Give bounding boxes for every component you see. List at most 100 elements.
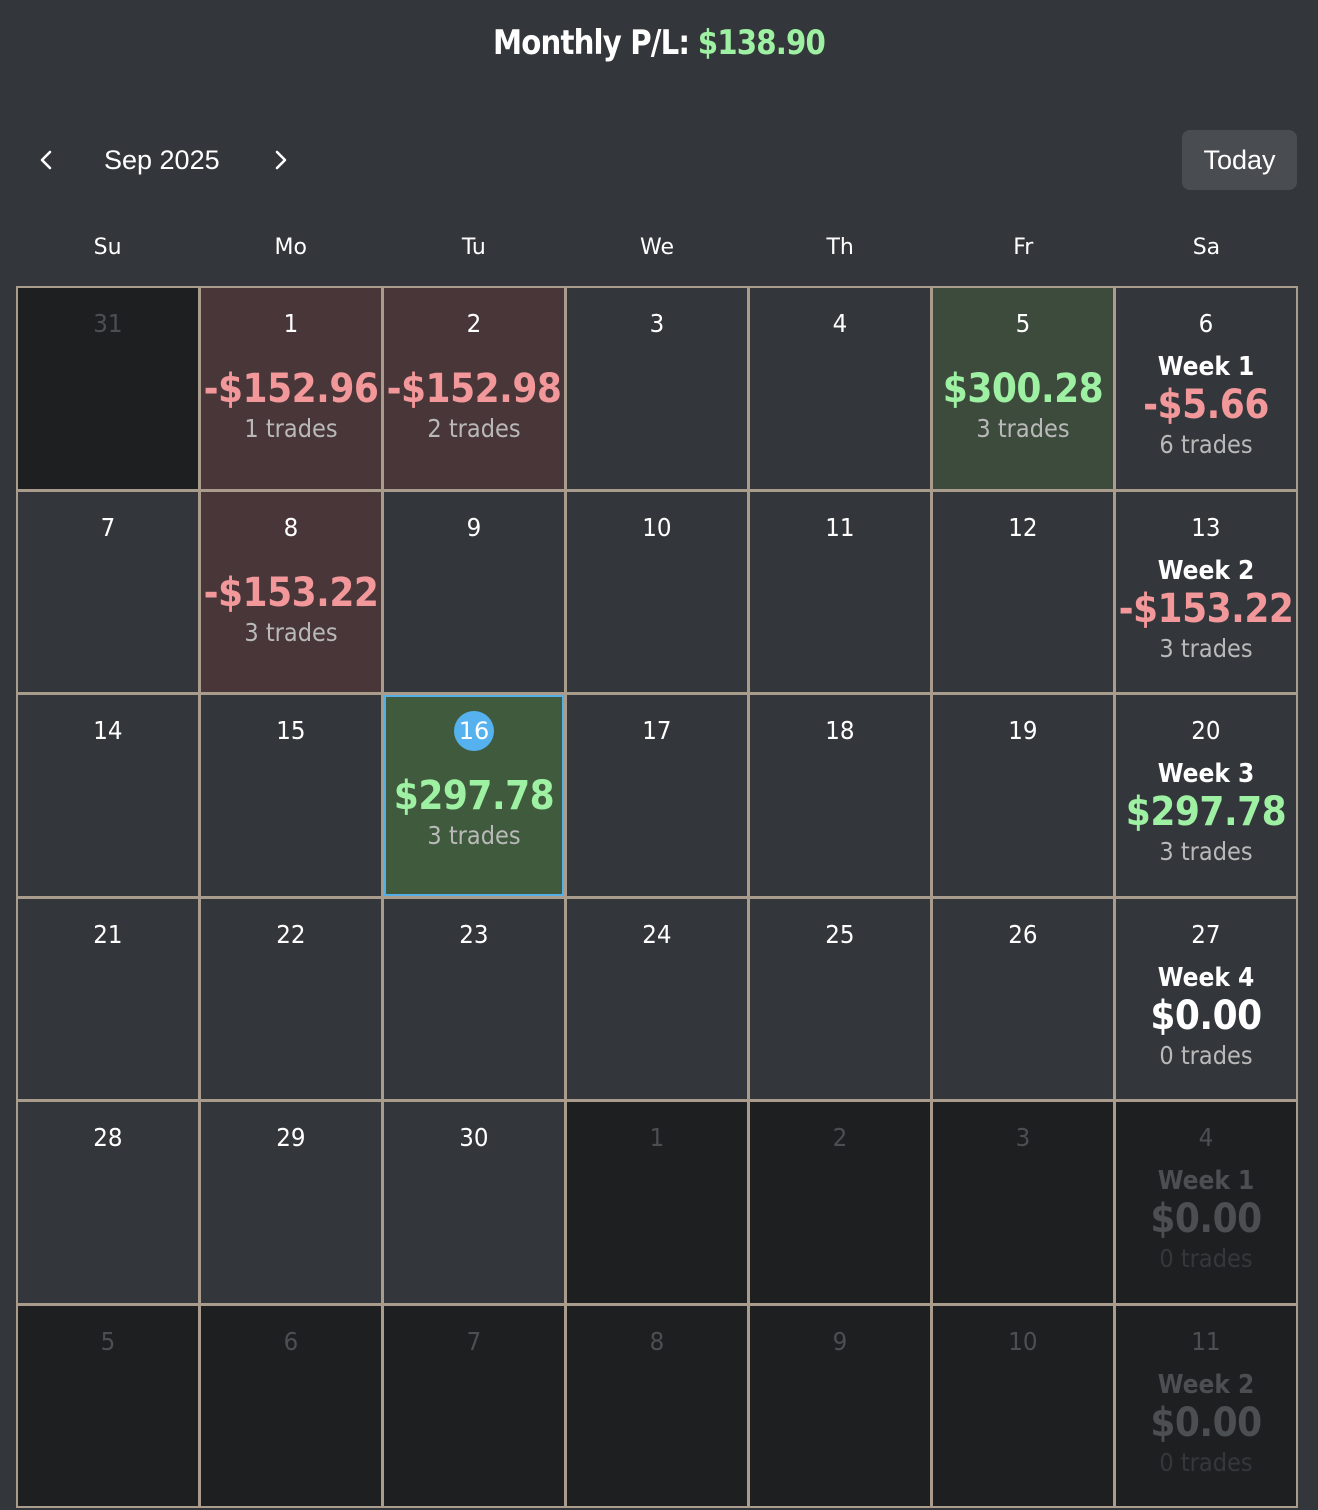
- day-pnl-value: $300.28: [942, 366, 1104, 412]
- calendar-day-cell[interactable]: 10: [933, 1305, 1113, 1506]
- day-number: 6: [1198, 309, 1214, 338]
- today-day-number-badge: 16: [454, 711, 494, 751]
- previous-month-button[interactable]: [16, 128, 76, 192]
- calendar-day-cell[interactable]: 1: [567, 1102, 747, 1303]
- calendar-day-cell[interactable]: 9: [750, 1305, 930, 1506]
- week-pnl-value: $0.00: [1150, 992, 1262, 1039]
- day-trade-count: 3 trades: [427, 821, 521, 850]
- week-trade-count: 0 trades: [1159, 1040, 1253, 1070]
- day-number: 6: [283, 1326, 299, 1356]
- day-number: 21: [93, 919, 123, 949]
- calendar-day-cell[interactable]: 11: [750, 491, 930, 692]
- day-number: 10: [1008, 1326, 1038, 1356]
- calendar-day-cell[interactable]: 2 -$152.98 2 trades: [384, 288, 564, 489]
- day-number: 9: [466, 512, 482, 542]
- calendar-day-cell[interactable]: 8: [567, 1305, 747, 1506]
- calendar-day-cell[interactable]: 14: [18, 695, 198, 896]
- calendar-day-cell[interactable]: 30: [384, 1102, 564, 1303]
- day-number: 5: [1015, 309, 1031, 338]
- calendar-day-cell[interactable]: 25: [750, 898, 930, 1099]
- week-trade-count: 3 trades: [1159, 633, 1253, 663]
- calendar-day-cell[interactable]: 8 -$153.22 3 trades: [201, 491, 381, 692]
- calendar-day-cell[interactable]: 17: [567, 695, 747, 896]
- day-pnl-value: $297.78: [393, 773, 555, 819]
- weekday-monday: Mo: [274, 235, 307, 260]
- day-number: 19: [1008, 716, 1038, 745]
- week-pnl-value: -$153.22: [1118, 585, 1294, 632]
- day-number: 23: [459, 919, 489, 949]
- monthly-pl-label: Monthly P/L:: [493, 23, 690, 63]
- weekday-thursday: Th: [826, 235, 854, 260]
- calendar-day-cell[interactable]: 22: [201, 898, 381, 1099]
- day-pnl-value: -$153.22: [203, 569, 379, 616]
- day-number: 26: [1008, 919, 1038, 949]
- calendar-week-summary-cell[interactable]: 4 Week 1 $0.00 0 trades: [1116, 1102, 1296, 1303]
- today-button[interactable]: Today: [1182, 130, 1297, 190]
- calendar-week-summary-cell[interactable]: 6 Week 1 -$5.66 6 trades: [1116, 288, 1296, 489]
- day-number: 2: [466, 309, 482, 338]
- calendar-day-cell[interactable]: 9: [384, 491, 564, 692]
- calendar-day-cell[interactable]: 18: [750, 695, 930, 896]
- day-number: 8: [649, 1326, 665, 1356]
- calendar-day-cell[interactable]: 12: [933, 491, 1113, 692]
- calendar-week-summary-cell[interactable]: 27 Week 4 $0.00 0 trades: [1116, 898, 1296, 1099]
- day-number: 30: [459, 1123, 489, 1152]
- weekday-friday: Fr: [1013, 235, 1034, 260]
- week-label: Week 3: [1157, 759, 1255, 789]
- calendar-day-cell[interactable]: 26: [933, 898, 1113, 1099]
- calendar-day-cell[interactable]: 16 $297.78 3 trades: [384, 695, 564, 896]
- weekday-sunday: Su: [93, 235, 122, 260]
- next-month-button[interactable]: [251, 128, 311, 192]
- calendar-day-cell[interactable]: 10: [567, 491, 747, 692]
- day-number: 8: [283, 512, 299, 542]
- day-number: 4: [1198, 1123, 1214, 1152]
- week-trade-count: 3 trades: [1159, 837, 1253, 866]
- calendar-day-cell[interactable]: 19: [933, 695, 1113, 896]
- weekday-header-row: Su Mo Tu We Th Fr Sa: [16, 222, 1298, 274]
- calendar-day-cell[interactable]: 7: [384, 1305, 564, 1506]
- week-label: Week 1: [1157, 1166, 1255, 1196]
- week-pnl-value: -$5.66: [1143, 382, 1269, 428]
- calendar-day-cell[interactable]: 7: [18, 491, 198, 692]
- day-number: 2: [832, 1123, 848, 1152]
- week-label: Week 2: [1157, 1369, 1255, 1400]
- calendar-week-summary-cell[interactable]: 20 Week 3 $297.78 3 trades: [1116, 695, 1296, 896]
- day-number: 3: [1015, 1123, 1031, 1152]
- day-number: 5: [100, 1326, 116, 1356]
- day-pnl-value: -$152.98: [386, 366, 562, 412]
- monthly-pl-header: Monthly P/L: $138.90: [92, 0, 1225, 86]
- chevron-left-icon: [40, 150, 52, 170]
- weekday-saturday: Sa: [1192, 235, 1221, 260]
- calendar-day-cell[interactable]: 21: [18, 898, 198, 1099]
- calendar-day-cell[interactable]: 15: [201, 695, 381, 896]
- calendar-day-cell[interactable]: 31: [18, 288, 198, 489]
- calendar-week-summary-cell[interactable]: 13 Week 2 -$153.22 3 trades: [1116, 491, 1296, 692]
- calendar-day-cell[interactable]: 2: [750, 1102, 930, 1303]
- day-number: 1: [649, 1123, 665, 1152]
- calendar-day-cell[interactable]: 3: [933, 1102, 1113, 1303]
- calendar-day-cell[interactable]: 23: [384, 898, 564, 1099]
- day-number: 7: [100, 512, 116, 542]
- calendar-day-cell[interactable]: 5 $300.28 3 trades: [933, 288, 1113, 489]
- calendar-day-cell[interactable]: 5: [18, 1305, 198, 1506]
- day-number: 27: [1191, 919, 1221, 949]
- monthly-pl-value: $138.90: [697, 23, 826, 63]
- calendar-day-cell[interactable]: 1 -$152.96 1 trades: [201, 288, 381, 489]
- calendar-day-cell[interactable]: 4: [750, 288, 930, 489]
- weekday-tuesday: Tu: [461, 235, 486, 260]
- calendar-day-cell[interactable]: 24: [567, 898, 747, 1099]
- calendar-day-cell[interactable]: 28: [18, 1102, 198, 1303]
- day-number: 15: [276, 716, 306, 745]
- calendar-day-cell[interactable]: 6: [201, 1305, 381, 1506]
- day-number: 24: [642, 919, 672, 949]
- calendar-day-cell[interactable]: 3: [567, 288, 747, 489]
- day-number: 14: [93, 716, 123, 745]
- week-trade-count: 0 trades: [1159, 1244, 1253, 1273]
- calendar-day-cell[interactable]: 29: [201, 1102, 381, 1303]
- day-number: 1: [283, 309, 299, 338]
- day-number: 25: [825, 919, 855, 949]
- calendar-grid: 31 1 -$152.96 1 trades 2 -$152.98 2 trades 3 4 5 $…: [16, 286, 1298, 1508]
- week-pnl-value: $0.00: [1150, 1399, 1262, 1446]
- calendar-week-summary-cell[interactable]: 11 Week 2 $0.00 0 trades: [1116, 1305, 1296, 1506]
- day-number: 7: [466, 1326, 482, 1356]
